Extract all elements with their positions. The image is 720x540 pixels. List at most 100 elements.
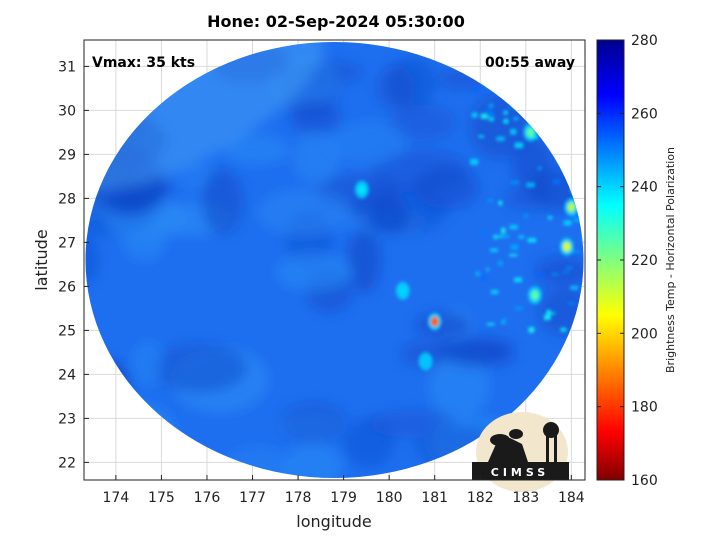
convection-pixel <box>524 213 528 219</box>
convection-pixel <box>552 179 561 184</box>
convection-pixel <box>503 234 510 238</box>
convection-pixel <box>493 235 499 239</box>
colorbar-ticks: 160 180 200 220 240 260 280 <box>597 33 658 489</box>
texture-blob <box>347 226 381 293</box>
convection-pixel <box>488 103 494 108</box>
convection-pixel <box>503 118 509 124</box>
texture-blob <box>433 335 515 361</box>
convection-pixel <box>581 279 584 283</box>
colorbar-label: Brightness Temp - Horizontal Polarizatio… <box>664 147 677 373</box>
x-tick-label: 174 <box>103 490 130 506</box>
x-tick-label: 183 <box>512 490 539 506</box>
convection-pixel <box>570 285 579 290</box>
convection-pixel <box>566 266 573 269</box>
convection-pixel <box>513 117 519 121</box>
convection-pixel <box>510 244 519 251</box>
convection-pixel <box>488 113 496 116</box>
convection-pixel <box>528 326 535 333</box>
convection-pixel <box>480 113 489 119</box>
colorbar-tick-label: 260 <box>631 106 658 122</box>
convection-pixel <box>551 273 559 276</box>
x-axis-label: longitude <box>296 512 371 531</box>
texture-blob <box>292 132 341 184</box>
convection-pixel <box>501 320 506 325</box>
convection-pixel <box>518 235 525 239</box>
convection-pixel <box>509 254 518 257</box>
colorbar-tick-label: 200 <box>631 326 658 342</box>
convection-pixel <box>478 135 485 138</box>
convection-pixel <box>473 87 479 93</box>
y-tick-label: 25 <box>58 323 76 339</box>
brightness-feature <box>526 127 535 138</box>
texture-blob <box>201 168 243 235</box>
convection-pixel <box>503 110 508 115</box>
x-tick-label: 175 <box>148 490 175 506</box>
plot-title: Hone: 02-Sep-2024 05:30:00 <box>207 12 465 31</box>
texture-blob <box>224 133 289 166</box>
convection-pixel <box>514 277 522 282</box>
y-axis-label: latitude <box>32 229 51 290</box>
texture-blob <box>511 136 553 192</box>
y-tick-label: 30 <box>58 103 76 119</box>
colorbar-tick-label: 160 <box>631 473 658 489</box>
x-tick-label: 180 <box>376 490 403 506</box>
brightness-feature <box>357 184 366 195</box>
y-tick-label: 23 <box>58 411 76 427</box>
texture-blob <box>469 94 529 160</box>
convection-pixel <box>509 106 514 109</box>
convection-pixel <box>514 306 523 311</box>
convection-pixel <box>574 214 579 219</box>
brightness-feature <box>421 356 430 367</box>
x-tick-label: 184 <box>558 490 585 506</box>
convection-pixel <box>560 327 567 332</box>
convection-pixel <box>481 274 487 281</box>
texture-blob <box>275 253 353 292</box>
convection-pixel <box>526 182 535 188</box>
convection-pixel <box>567 302 576 306</box>
colorbar-tick-label: 280 <box>631 33 658 49</box>
convection-pixel <box>497 260 503 266</box>
texture-blob <box>414 312 471 337</box>
y-tick-label: 24 <box>58 367 76 383</box>
texture-blob <box>85 233 100 285</box>
texture-blob <box>343 417 395 469</box>
texture-blob <box>388 104 456 141</box>
texture-blob <box>377 65 415 110</box>
swath-disk <box>85 42 584 478</box>
brightness-feature <box>562 241 571 252</box>
convection-pixel <box>499 234 503 238</box>
convection-pixel <box>471 112 478 118</box>
convection-pixel <box>571 249 581 254</box>
convection-pixel <box>479 230 488 235</box>
convection-pixel <box>510 129 517 135</box>
cimss-logo-text: CIMSS <box>491 466 549 479</box>
texture-blob <box>257 188 351 236</box>
convection-pixel <box>491 289 499 295</box>
convection-pixel <box>501 227 506 234</box>
x-tick-label: 177 <box>239 490 266 506</box>
convection-pixel <box>486 267 490 271</box>
convection-pixel <box>489 117 494 122</box>
convection-pixel <box>547 312 556 315</box>
y-tick-label: 26 <box>58 279 76 295</box>
convection-pixel <box>514 142 524 149</box>
convection-pixel <box>470 158 479 165</box>
convection-pixel <box>486 323 495 326</box>
cimss-logo: CIMSS <box>472 412 569 492</box>
convection-pixel <box>527 238 537 243</box>
x-tick-label: 181 <box>421 490 448 506</box>
convection-pixel <box>537 272 546 276</box>
x-tick-label: 176 <box>194 490 221 506</box>
y-tick-label: 22 <box>58 455 76 471</box>
y-axis: 22 23 24 25 26 27 28 29 30 31 <box>58 59 89 471</box>
y-tick-label: 28 <box>58 191 76 207</box>
time-away-label: 00:55 away <box>485 55 575 71</box>
texture-blob <box>85 42 324 191</box>
y-tick-label: 31 <box>58 59 76 75</box>
colorbar-tick-label: 180 <box>631 400 658 416</box>
convection-pixel <box>543 314 551 321</box>
x-tick-label: 179 <box>330 490 357 506</box>
colorbar <box>596 39 625 481</box>
convection-pixel <box>511 180 520 184</box>
